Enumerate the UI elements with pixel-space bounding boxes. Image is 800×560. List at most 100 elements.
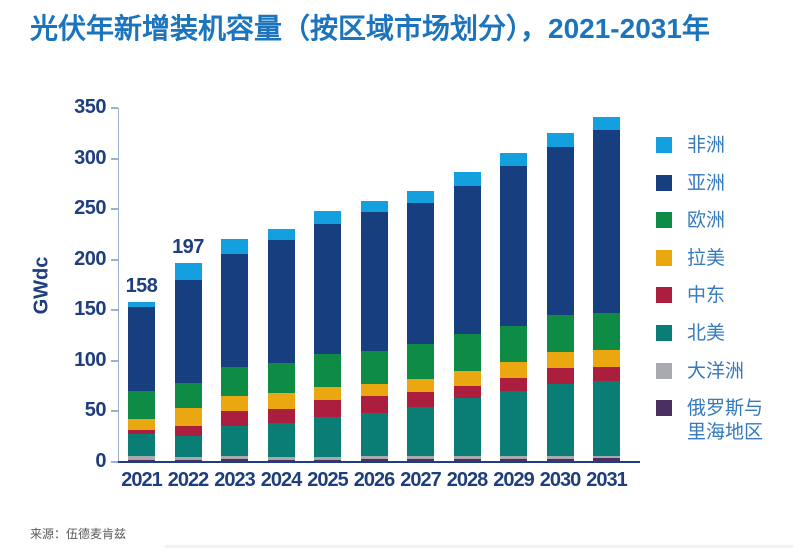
bar-segment-asia-2022 (174, 279, 202, 384)
bar-segment-russia-caspian-2027 (407, 458, 434, 462)
bar-segment-europe-2028 (453, 333, 481, 371)
legend-label-russia-caspian: 俄罗斯与里海地区 (687, 398, 764, 444)
legend-item-oceania: 大洋洲 (656, 361, 769, 384)
bar-segment-north-america-2024 (267, 422, 295, 457)
bar-segment-asia-2028 (453, 185, 481, 334)
bar-segment-africa-2026 (360, 201, 388, 213)
bar-segment-latin-america-2027 (407, 379, 434, 393)
bar-segment-oceania-2024 (267, 456, 295, 460)
bar-segment-africa-2024 (267, 229, 295, 241)
bar-segment-north-america-2025 (314, 417, 341, 457)
bar-segment-oceania-2025 (314, 456, 341, 460)
y-tick-mark (111, 107, 118, 109)
legend-item-north-america: 北美 (656, 323, 769, 346)
bar-segment-latin-america-2028 (453, 370, 481, 387)
bar-segment-russia-caspian-2030 (546, 458, 574, 462)
legend-item-middle-east: 中东 (656, 285, 769, 308)
bar-segment-north-america-2023 (221, 425, 248, 456)
bar-segment-middle-east-2027 (407, 392, 434, 408)
bar-segment-latin-america-2030 (546, 351, 574, 368)
y-tick-label: 300 (74, 146, 106, 169)
legend-swatch-oceania (656, 362, 672, 379)
bar-segment-africa-2031 (593, 117, 620, 131)
x-tick-label-2024: 2024 (260, 469, 303, 491)
bar-segment-middle-east-2023 (221, 411, 248, 426)
y-tick-label: 150 (74, 298, 106, 321)
source-note: 来源：伍德麦肯兹 (30, 527, 127, 541)
bar-2021 (128, 302, 155, 462)
x-axis-line (118, 461, 640, 463)
bar-segment-oceania-2031 (593, 455, 620, 458)
bar-segment-north-america-2030 (546, 384, 574, 456)
bar-total-label-2022: 197 (172, 235, 204, 258)
bar-segment-africa-2027 (407, 190, 434, 204)
legend-label-africa: 非洲 (687, 135, 726, 156)
y-tick-mark (111, 157, 118, 160)
bar-2028 (453, 171, 481, 462)
bar-segment-europe-2026 (360, 350, 388, 385)
bar-segment-middle-east-2026 (360, 396, 388, 414)
bar-segment-oceania-2030 (546, 455, 574, 459)
bar-segment-russia-caspian-2022 (174, 459, 202, 462)
bar-segment-russia-caspian-2026 (360, 458, 388, 462)
legend-swatch-europe (656, 212, 672, 229)
bar-segment-russia-caspian-2029 (500, 458, 527, 462)
legend-item-russia-caspian: 俄罗斯与里海地区 (656, 398, 769, 445)
bar-segment-middle-east-2030 (546, 367, 574, 385)
y-tick-mark (111, 258, 118, 261)
bar-segment-asia-2031 (593, 130, 620, 314)
bar-segment-latin-america-2022 (174, 408, 202, 426)
y-tick-label: 50 (84, 399, 107, 422)
legend-swatch-middle-east (656, 287, 672, 304)
bar-segment-latin-america-2021 (128, 419, 155, 430)
bar-segment-latin-america-2026 (360, 384, 388, 397)
bar-segment-europe-2022 (174, 383, 202, 409)
legend-swatch-russia-caspian (656, 400, 672, 417)
bar-segment-asia-2021 (128, 307, 155, 392)
bar-segment-europe-2031 (593, 313, 620, 350)
bar-segment-middle-east-2025 (314, 400, 341, 418)
bar-segment-latin-america-2024 (267, 393, 295, 410)
y-tick-mark (111, 461, 118, 463)
y-tick-mark (111, 309, 118, 312)
y-tick-label: 100 (74, 348, 106, 371)
bar-2029 (500, 152, 527, 462)
y-axis-line (118, 108, 119, 463)
bar-segment-europe-2025 (314, 353, 341, 388)
bar-segment-russia-caspian-2023 (221, 458, 248, 462)
bar-segment-europe-2030 (546, 315, 574, 352)
bar-segment-oceania-2027 (407, 455, 434, 459)
legend-item-latin-america: 拉美 (656, 248, 769, 271)
legend-item-europe: 欧洲 (656, 210, 769, 233)
bar-segment-africa-2028 (453, 171, 481, 186)
bar-segment-asia-2024 (267, 240, 295, 363)
bar-segment-north-america-2021 (128, 433, 155, 456)
y-tick-label: 250 (74, 197, 106, 220)
bar-segment-russia-caspian-2024 (267, 459, 295, 462)
bar-segment-latin-america-2031 (593, 349, 620, 367)
bar-segment-oceania-2028 (453, 455, 481, 459)
x-tick-label-2022: 2022 (167, 469, 210, 491)
bar-total-label-2021: 158 (125, 275, 158, 298)
legend-swatch-latin-america (656, 249, 672, 266)
bar-2027 (407, 190, 434, 462)
bar-segment-middle-east-2022 (174, 425, 202, 436)
bar-segment-north-america-2022 (174, 435, 202, 457)
bar-segment-oceania-2029 (500, 455, 527, 459)
bar-segment-middle-east-2021 (128, 429, 155, 434)
bar-segment-africa-2025 (314, 211, 341, 225)
bar-segment-middle-east-2024 (267, 409, 295, 423)
legend-label-middle-east: 中东 (687, 285, 726, 307)
footer-divider (165, 545, 793, 548)
bar-2022 (174, 262, 202, 462)
y-tick-label: 0 (95, 450, 106, 472)
legend-item-asia: 亚洲 (656, 173, 769, 196)
y-tick-label: 200 (74, 247, 106, 270)
bar-segment-oceania-2026 (360, 455, 388, 459)
bar-segment-russia-caspian-2028 (453, 458, 481, 462)
x-tick-label-2030: 2030 (539, 469, 582, 491)
x-tick-label-2028: 2028 (446, 469, 489, 491)
legend-swatch-north-america (656, 325, 672, 341)
bar-segment-oceania-2021 (128, 455, 155, 460)
